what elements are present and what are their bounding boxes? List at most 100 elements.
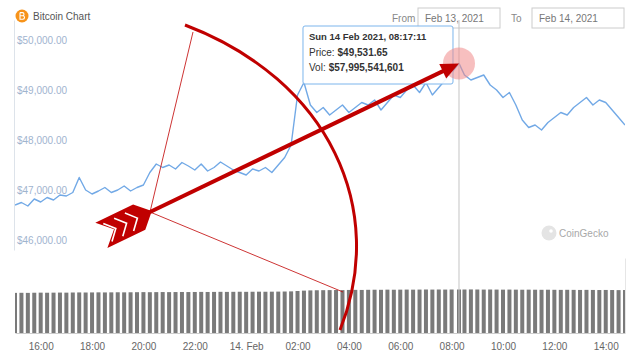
fletching-chevron	[114, 218, 127, 236]
volume-bar	[84, 293, 88, 334]
volume-bar	[514, 290, 518, 333]
x-axis-tick: 08:00	[440, 333, 465, 352]
to-date[interactable]: Feb 14, 2021	[539, 13, 598, 24]
y2-axis	[625, 259, 626, 334]
volume-bar	[527, 290, 531, 333]
volume-bar	[533, 290, 537, 333]
fletching-chevron	[125, 213, 137, 231]
volume-bar	[495, 290, 499, 333]
tick-label: 22:00	[183, 341, 208, 352]
arrow-shaft	[150, 70, 445, 212]
volume-bar	[552, 290, 556, 333]
bow-string	[150, 32, 193, 212]
volume-bar	[559, 290, 563, 333]
chart-root: Bitcoin ChartFromFeb 13, 2021ToFeb 14, 2…	[0, 0, 640, 360]
x-axis-tick: 20:00	[131, 333, 156, 352]
watermark: CoinGecko	[542, 226, 609, 241]
x-axis-tick: 06:00	[388, 333, 413, 352]
volume-bar	[604, 290, 608, 333]
volume-bar	[186, 292, 190, 333]
volume-bar	[58, 293, 62, 333]
volume-bar	[623, 290, 625, 333]
volume-bar	[289, 291, 293, 333]
y-axis-tick: $48,000.00	[14, 135, 67, 146]
volume-bar	[424, 290, 428, 334]
x-axis-tick: 02:00	[286, 333, 311, 352]
volume-bar	[90, 292, 94, 333]
volume-bar	[52, 293, 56, 333]
y-axis-tick: $50,000.00	[14, 35, 67, 46]
volume-bar	[296, 291, 300, 333]
tick-label: 10:00	[491, 341, 516, 352]
volume-bar	[437, 290, 441, 334]
from-date[interactable]: Feb 13, 2021	[425, 13, 484, 24]
x-axis-tick: 18:00	[80, 333, 105, 352]
volume-bar	[328, 290, 332, 333]
y-axis-tick: $46,000.00	[14, 235, 67, 246]
volume-bar	[103, 292, 107, 333]
y-axis-tick: $49,000.00	[14, 85, 67, 96]
volume-bar	[584, 290, 588, 333]
volume-bar	[64, 293, 68, 333]
price-line	[15, 63, 625, 206]
volume-bar	[366, 290, 370, 333]
volume-bar	[15, 293, 17, 333]
arrow-head	[439, 63, 459, 78]
tooltip-row: Vol:$57,995,541,601	[309, 62, 404, 73]
y-axis: $46,000.00$47,000.00$48,000.00$49,000.00…	[14, 21, 67, 251]
to-box[interactable]	[532, 8, 624, 28]
tooltip-title: Sun 14 Feb 2021, 08:17:11	[309, 31, 427, 42]
volume-bar	[565, 290, 569, 333]
volume-bar	[411, 290, 415, 333]
x-axis-tick: 12:00	[542, 333, 567, 352]
tick-label: $46,000.00	[17, 235, 67, 246]
to-label: To	[511, 13, 522, 24]
volume-bar	[218, 292, 222, 333]
volume-bar	[591, 290, 595, 333]
volume-bar	[308, 290, 312, 333]
volume-bar	[392, 290, 396, 333]
volume-bar	[244, 292, 248, 333]
tick-label: 20:00	[131, 341, 156, 352]
tick-label: $48,000.00	[17, 135, 67, 146]
volume-bar	[193, 292, 197, 333]
volume-bar	[450, 290, 454, 334]
volume-bar	[206, 292, 210, 333]
chart-svg: Bitcoin ChartFromFeb 13, 2021ToFeb 14, 2…	[0, 0, 640, 360]
tick-label: 04:00	[337, 341, 362, 352]
x-axis-tick: 14. Feb	[230, 333, 264, 352]
volume-bar	[475, 290, 479, 334]
volume-bar	[334, 290, 338, 333]
volume-bar	[141, 292, 145, 333]
tick-label: 14:00	[594, 341, 619, 352]
volume-bar	[373, 290, 377, 333]
volume-bar	[405, 290, 409, 333]
volume-bar	[379, 290, 383, 333]
volume-bar	[315, 290, 319, 333]
volume-bar	[572, 290, 576, 333]
arrow-overlay	[95, 25, 459, 330]
tick-label: $49,000.00	[17, 85, 67, 96]
volume-bar	[174, 292, 178, 333]
x-axis-line	[16, 333, 626, 334]
volume-bar	[353, 290, 357, 333]
volume-bar	[360, 290, 364, 333]
volume-bar	[283, 292, 287, 333]
volume-bar	[263, 292, 267, 333]
volume-bar	[507, 290, 511, 333]
x-axis-tick: 16:00	[29, 333, 54, 352]
volume-bar	[122, 292, 126, 333]
volume-bar	[398, 290, 402, 333]
tick-label: 06:00	[388, 341, 413, 352]
volume-bar	[540, 290, 544, 333]
bitcoin-glyph	[20, 13, 25, 20]
volume-bar	[167, 292, 171, 333]
volume-bar	[462, 290, 466, 334]
volume-bar	[270, 292, 274, 333]
tick-label: 08:00	[440, 341, 465, 352]
volume-bar	[238, 292, 242, 333]
arrow-fletching	[95, 205, 152, 248]
x-axis-tick: 22:00	[183, 333, 208, 352]
volume-bar	[26, 293, 30, 333]
volume-bar	[71, 293, 75, 334]
